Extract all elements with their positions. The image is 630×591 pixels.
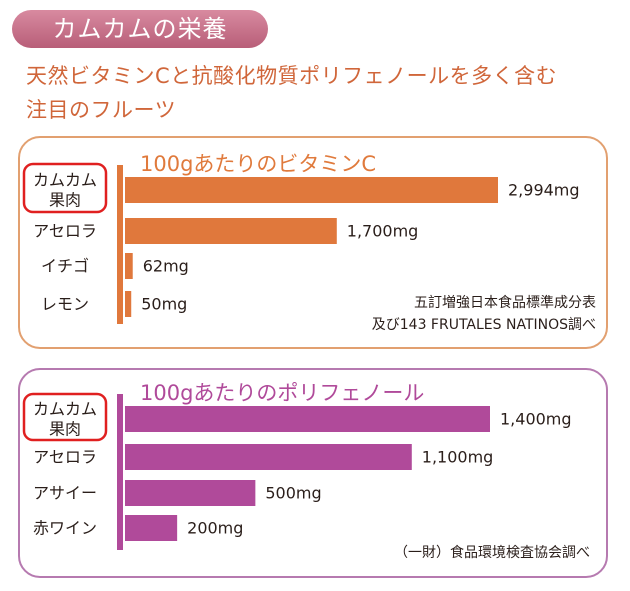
vitamin-c-category-label: アセロラ (33, 222, 97, 241)
vitamin-c-bar (125, 253, 133, 279)
polyphenol-bar (125, 515, 178, 541)
polyphenol-value-label: 1,100mg (422, 448, 494, 467)
vitamin-c-value-label: 2,994mg (508, 181, 580, 200)
headline-line-2: 注目のフルーツ (26, 98, 177, 122)
polyphenol-chart-panel (18, 368, 608, 578)
polyphenol-category-label: アセロラ (33, 448, 97, 467)
section-title-banner: カムカムの栄養 (12, 10, 268, 48)
vitamin-c-source-note: 及び143 FRUTALES NATINOS調べ (372, 317, 596, 333)
vitamin-c-category-label: カムカム (33, 171, 97, 190)
vitamin-c-category-label: イチゴ (41, 257, 89, 276)
polyphenol-bar (125, 406, 490, 432)
vitamin-c-chart-title: 100gあたりのビタミンC (140, 152, 376, 176)
vitamin-c-category-label: レモン (41, 295, 89, 314)
polyphenol-chart-title: 100gあたりのポリフェノール (140, 381, 424, 405)
polyphenol-category-label: 赤ワイン (33, 519, 97, 538)
vitamin-c-bar (125, 177, 498, 203)
polyphenol-source-note: （一財）食品環境検査協会調べ (394, 544, 590, 561)
polyphenol-bar (125, 480, 256, 506)
polyphenol-category-label: 果肉 (49, 420, 81, 439)
vitamin-c-bar (125, 291, 132, 317)
polyphenol-bar (125, 444, 412, 470)
vitamin-c-axis-line (117, 165, 123, 324)
polyphenol-value-label: 200mg (187, 519, 243, 538)
polyphenol-category-label: アサイー (33, 484, 97, 503)
vitamin-c-value-label: 50mg (141, 295, 187, 314)
polyphenol-category-label: カムカム (33, 400, 97, 419)
polyphenol-highlight-box (22, 392, 108, 442)
polyphenol-axis-line (117, 394, 123, 550)
vitamin-c-value-label: 62mg (143, 257, 189, 276)
vitamin-c-category-label: 果肉 (49, 191, 81, 210)
vitamin-c-value-label: 1,700mg (347, 222, 419, 241)
polyphenol-value-label: 1,400mg (500, 410, 572, 429)
polyphenol-value-label: 500mg (265, 484, 321, 503)
vitamin-c-bar (125, 218, 337, 244)
headline-line-1: 天然ビタミンCと抗酸化物質ポリフェノールを多く含む (26, 64, 558, 88)
vitamin-c-highlight-box (22, 162, 108, 214)
vitamin-c-source-note: 五訂増強日本食品標準成分表 (414, 294, 596, 311)
